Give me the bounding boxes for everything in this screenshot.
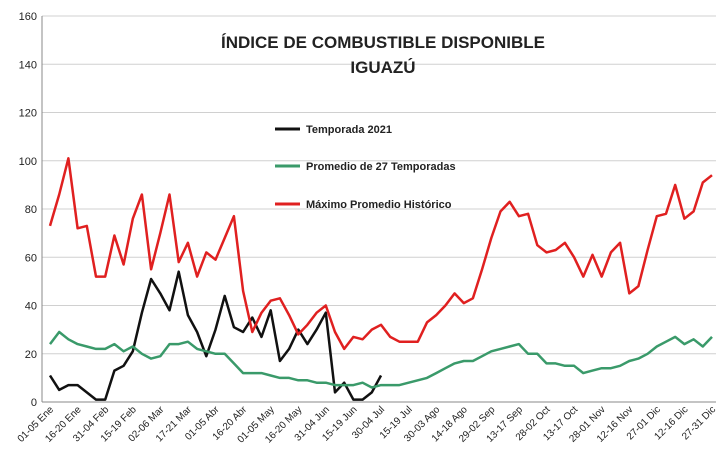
legend-label: Promedio de 27 Temporadas <box>306 161 456 173</box>
y-tick-label: 60 <box>25 252 37 264</box>
series-line <box>48 270 383 401</box>
chart-subtitle: IGUAZÚ <box>350 58 415 77</box>
y-tick-label: 0 <box>31 397 37 409</box>
y-tick-label: 80 <box>25 204 37 216</box>
chart-title: ÍNDICE DE COMBUSTIBLE DISPONIBLE <box>221 33 545 52</box>
y-tick-label: 140 <box>19 59 37 71</box>
y-tick-label: 120 <box>19 108 37 120</box>
series-line <box>49 330 713 389</box>
y-tick-label: 20 <box>25 349 37 361</box>
legend-label: Temporada 2021 <box>306 124 392 136</box>
y-tick-label: 160 <box>19 11 37 23</box>
series-line <box>48 157 713 351</box>
y-tick-label: 40 <box>25 301 37 313</box>
y-tick-label: 100 <box>19 156 37 168</box>
legend-label: Máximo Promedio Histórico <box>306 199 452 211</box>
